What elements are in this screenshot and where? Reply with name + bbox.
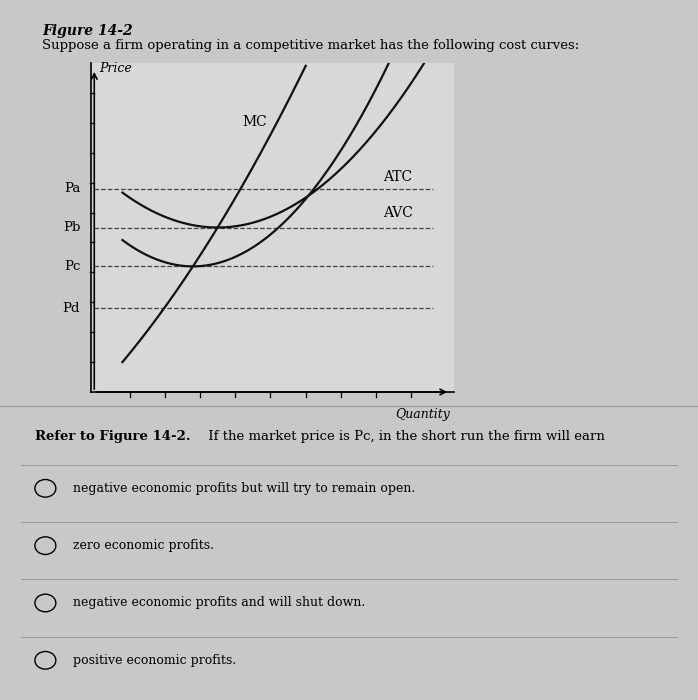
Text: Quantity: Quantity: [395, 408, 450, 421]
Text: Suppose a firm operating in a competitive market has the following cost curves:: Suppose a firm operating in a competitiv…: [42, 38, 579, 52]
Text: Pc: Pc: [64, 260, 80, 273]
Text: positive economic profits.: positive economic profits.: [73, 654, 237, 667]
Text: Price: Price: [100, 62, 133, 75]
Text: Pa: Pa: [64, 182, 80, 195]
Text: Pd: Pd: [63, 302, 80, 315]
Text: MC: MC: [242, 115, 267, 129]
Text: zero economic profits.: zero economic profits.: [73, 539, 214, 552]
Text: Figure 14-2: Figure 14-2: [42, 25, 133, 38]
Text: negative economic profits but will try to remain open.: negative economic profits but will try t…: [73, 482, 415, 495]
Text: negative economic profits and will shut down.: negative economic profits and will shut …: [73, 596, 366, 610]
Text: ATC: ATC: [383, 169, 413, 183]
Text: Pb: Pb: [63, 221, 80, 234]
Text: If the market price is Pc, in the short run the firm will earn: If the market price is Pc, in the short …: [204, 430, 604, 442]
Text: AVC: AVC: [383, 206, 413, 220]
Text: Refer to Figure 14-2.: Refer to Figure 14-2.: [35, 430, 191, 442]
